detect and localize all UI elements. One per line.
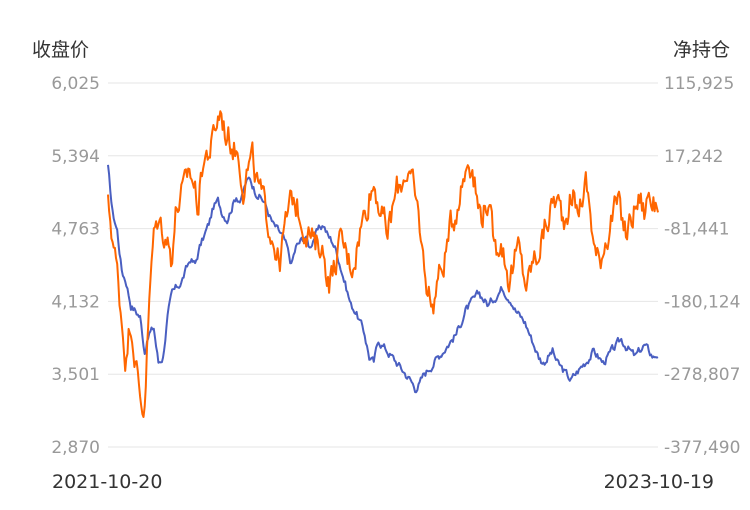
close-price-line bbox=[107, 164, 659, 394]
right-tick-label: -278,807 bbox=[664, 365, 740, 385]
net-position-line bbox=[107, 110, 659, 418]
right-axis-ticks: 115,925 17,242 -81,441 -180,124 -278,807 -377… bbox=[664, 74, 740, 458]
x-start-label: 2021-10-20 bbox=[52, 471, 162, 493]
left-tick-label: 6,025 bbox=[51, 74, 100, 94]
right-tick-label: -180,124 bbox=[664, 292, 740, 312]
right-tick-label: -377,490 bbox=[664, 438, 740, 458]
left-tick-label: 4,132 bbox=[51, 292, 100, 312]
right-axis-title: 净持仓 bbox=[673, 39, 730, 61]
left-axis-title: 收盘价 bbox=[32, 39, 89, 61]
left-tick-label: 2,870 bbox=[51, 438, 100, 458]
left-tick-label: 3,501 bbox=[51, 365, 100, 385]
left-tick-label: 5,394 bbox=[51, 147, 100, 167]
right-tick-label: 115,925 bbox=[664, 74, 734, 94]
grid-lines bbox=[108, 82, 658, 448]
left-axis-ticks: 6,025 5,394 4,763 4,132 3,501 2,870 bbox=[51, 74, 100, 458]
right-tick-label: -81,441 bbox=[664, 220, 730, 240]
right-tick-label: 17,242 bbox=[664, 147, 723, 167]
series-lines bbox=[107, 110, 659, 418]
left-tick-label: 4,763 bbox=[51, 220, 100, 240]
x-end-label: 2023-10-19 bbox=[604, 471, 714, 493]
